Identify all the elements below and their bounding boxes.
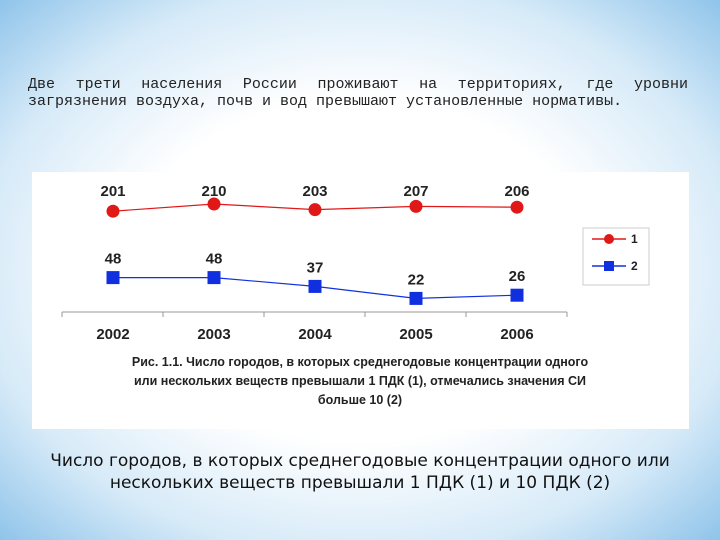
data-label: 206	[504, 183, 529, 200]
data-label: 37	[307, 259, 324, 276]
series-2-point	[207, 271, 221, 285]
chart-panel: 2002 2003 2004 2005 2006 201 210 203 207 206 48 48 3…	[32, 172, 689, 429]
x-tick-label: 2005	[399, 326, 432, 343]
chart-title-line: больше 10 (2)	[318, 393, 402, 407]
series-2-point	[510, 288, 524, 302]
series-1-point	[106, 204, 120, 218]
chart-title-line: или нескольких веществ превышали 1 ПДК (…	[134, 374, 586, 388]
intro-text: Две трети населения России проживают на …	[28, 76, 688, 110]
series-1-point	[308, 203, 322, 217]
series-1-point	[510, 200, 524, 214]
slide-caption: Число городов, в которых среднегодовые к…	[0, 450, 720, 494]
x-tick-label: 2002	[96, 326, 129, 343]
series-2-point	[106, 271, 120, 285]
series-1-point	[207, 197, 221, 211]
data-label: 22	[408, 271, 425, 288]
legend-marker-2	[604, 261, 614, 271]
series-2-point	[308, 279, 322, 293]
series-2-point	[409, 291, 423, 305]
data-label: 26	[509, 268, 526, 285]
legend-label-1: 1	[631, 232, 638, 246]
data-label: 210	[201, 183, 226, 200]
data-label: 201	[100, 183, 125, 200]
series-1-point	[409, 199, 423, 213]
x-tick-label: 2004	[298, 326, 332, 343]
data-label: 48	[105, 251, 122, 268]
caption-line-1: Число городов, в которых среднегодовые к…	[50, 451, 670, 471]
data-label: 203	[302, 183, 327, 200]
x-tick-label: 2003	[197, 326, 230, 343]
legend-box	[582, 227, 650, 286]
x-tick-label: 2006	[500, 326, 533, 343]
line-chart: 2002 2003 2004 2005 2006 201 210 203 207 206 48 48 3…	[61, 183, 650, 407]
data-label: 207	[403, 183, 428, 200]
legend-marker-1	[604, 234, 614, 244]
legend-label-2: 2	[631, 259, 638, 273]
data-label: 48	[206, 251, 223, 268]
caption-line-2: нескольких веществ превышали 1 ПДК (1) и…	[109, 473, 611, 493]
chart-title-line: Рис. 1.1. Число городов, в которых средн…	[132, 355, 589, 369]
